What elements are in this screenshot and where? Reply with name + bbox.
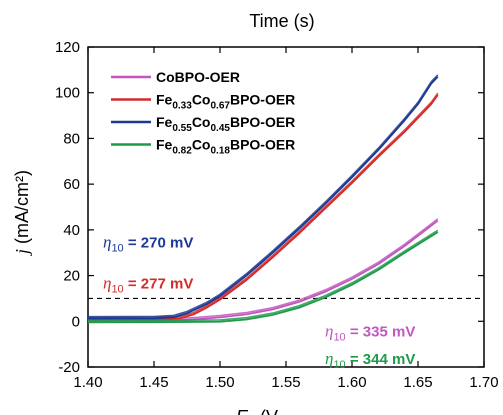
y-tick-label: 80 (63, 130, 80, 147)
x-axis-title: E(V (236, 407, 278, 415)
series-line-2-reverse (87, 74, 439, 318)
series-layer (87, 74, 439, 324)
x-tick-label: 1.65 (403, 374, 432, 391)
legend: CoBPO-OER Fe0.33Co0.67BPO-OERFe0.55Co0.45… (111, 69, 295, 157)
series-line-3 (87, 231, 439, 324)
legend-label: Fe0.55Co0.45BPO-OER (156, 114, 295, 134)
overpotential-annotation: η10 = 344 mV (325, 349, 415, 371)
series-line-3-reverse (87, 229, 439, 322)
x-tick-label: 1.55 (271, 374, 300, 391)
x-tick-label: 1.45 (139, 374, 168, 391)
y-axis-title-symbol: j (12, 249, 32, 256)
x-axis: 1.40 1.45 1.50 1.55 1.60 1.65 1.70 (73, 47, 499, 391)
overpotential-annotation: η10 = 335 mV (325, 321, 415, 343)
y-tick-label: 100 (55, 85, 80, 102)
y-tick-label: 40 (63, 222, 80, 239)
series-line-2 (87, 76, 439, 320)
overpotential-annotation: η10 = 270 mV (103, 232, 193, 254)
svg-text:E(V: E(V (236, 407, 278, 415)
top-axis-title: Time (s) (249, 11, 314, 31)
y-tick-label: 120 (55, 39, 80, 56)
x-tick-label: 1.40 (73, 374, 102, 391)
y-tick-label: 0 (72, 313, 80, 330)
legend-label: CoBPO-OER (156, 69, 240, 85)
y-tick-label: 20 (63, 268, 80, 285)
x-tick-label: 1.70 (469, 374, 498, 391)
annotations: η10 = 270 mV η10 = 277 mV η10 = 335 mV η10 … (103, 232, 415, 371)
overpotential-annotation: η10 = 277 mV (103, 273, 193, 295)
y-axis-title-units: (mA/cm²) (12, 170, 32, 249)
series-line-1-reverse (87, 92, 439, 319)
y-axis-title: j (mA/cm²) (12, 170, 32, 256)
legend-label: Fe0.33Co0.67BPO-OER (156, 92, 295, 112)
legend-label: Fe0.82Co0.18BPO-OER (156, 137, 295, 157)
y-tick-label: -20 (58, 359, 80, 376)
series-line-0-reverse (87, 218, 439, 321)
x-tick-label: 1.60 (337, 374, 366, 391)
x-tick-label: 1.50 (205, 374, 234, 391)
y-tick-label: 60 (63, 176, 80, 193)
y-axis: -20 0 20 40 60 80 100 120 (55, 39, 484, 376)
series-line-1 (87, 94, 439, 321)
svg-text:j (mA/cm²): j (mA/cm²) (12, 170, 32, 256)
